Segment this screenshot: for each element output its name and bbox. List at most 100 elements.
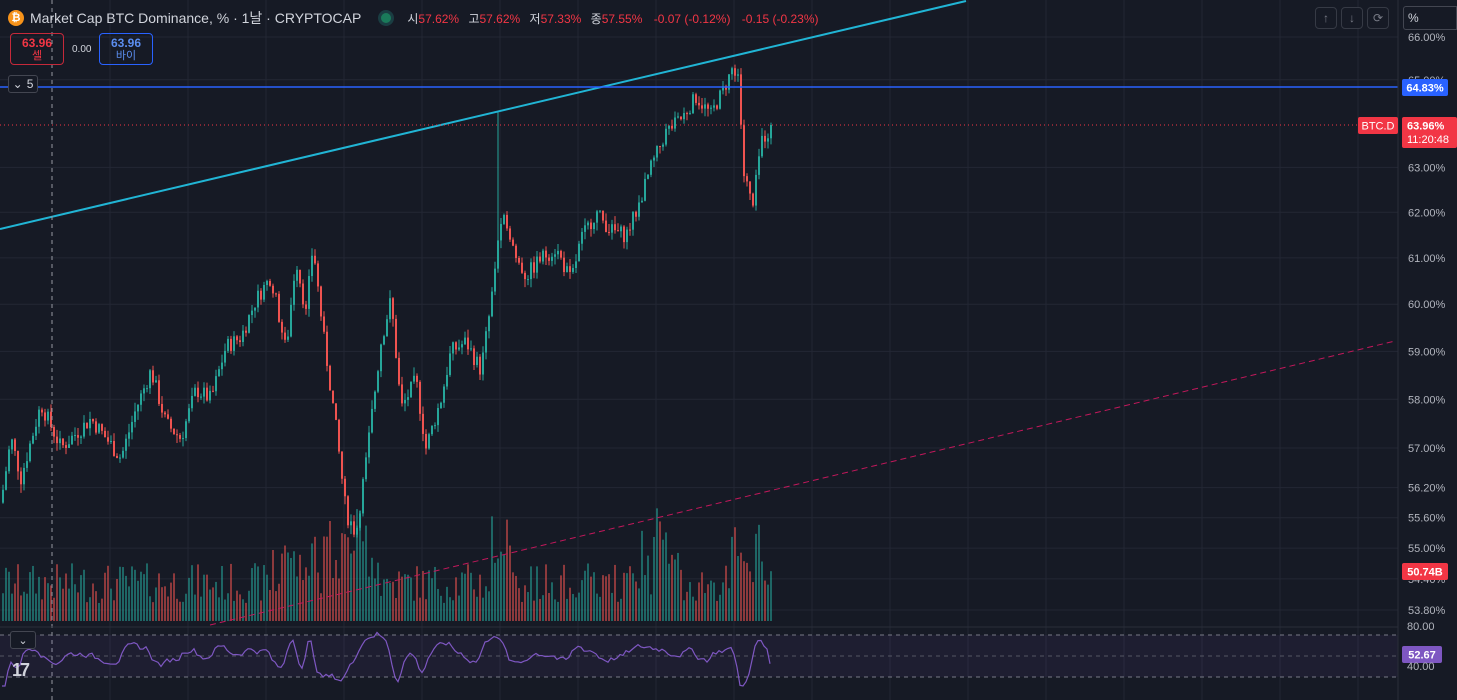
candle-body: [617, 230, 619, 232]
volume-bar: [410, 577, 412, 621]
hline-price-tag: [1402, 79, 1448, 96]
candle-body: [197, 387, 199, 398]
candle-body: [608, 231, 610, 233]
volume-bar: [221, 566, 223, 621]
dashed-support-trendline[interactable]: [209, 340, 1396, 626]
price-tick-label: 53.80%: [1408, 605, 1446, 617]
candle-body: [539, 256, 541, 262]
volume-bar: [41, 599, 43, 621]
candle-body: [578, 243, 580, 262]
candle-body: [8, 449, 10, 472]
volume-bar: [107, 565, 109, 621]
candle-body: [488, 316, 490, 332]
candle-body: [755, 174, 757, 206]
volume-bar: [467, 564, 469, 621]
candle-body: [584, 225, 586, 232]
candle-body: [497, 240, 499, 269]
rsi-collapse-button[interactable]: ⌄: [10, 631, 36, 649]
candle-body: [32, 435, 34, 444]
volume-bar: [86, 602, 88, 621]
volume-bar: [23, 591, 25, 621]
volume-bar: [188, 577, 190, 621]
volume-bar: [287, 552, 289, 621]
candle-body: [746, 176, 748, 182]
price-tick-label: 55.60%: [1408, 513, 1446, 525]
market-status-icon[interactable]: [381, 13, 392, 23]
candle-body: [602, 210, 604, 221]
candle-body: [344, 478, 346, 497]
candle-body: [29, 443, 31, 462]
candle-body: [557, 250, 559, 255]
volume-bar: [8, 571, 10, 621]
indicators-toggle[interactable]: ⌄ 5: [8, 75, 38, 93]
volume-bar: [359, 510, 361, 621]
candle-body: [77, 435, 79, 438]
volume-bar: [2, 593, 4, 621]
candle-body: [128, 432, 130, 439]
volume-bar: [629, 566, 631, 621]
candle-body: [641, 200, 643, 203]
symbol-title[interactable]: Market Cap BTC Dominance, % · 1날 · CRYPT…: [30, 10, 362, 26]
volume-bar: [32, 565, 34, 621]
candle-body: [305, 304, 307, 309]
ascending-trendline[interactable]: [0, 0, 967, 230]
candle-body: [650, 160, 652, 175]
price-axis[interactable]: 66.00%65.00%63.00%62.00%61.00%60.00%59.0…: [1397, 0, 1457, 700]
candle-body: [377, 371, 379, 392]
candle-body: [311, 255, 313, 277]
candle-body: [380, 344, 382, 372]
candle-body: [155, 380, 157, 383]
arrow-up-icon[interactable]: ↑: [1315, 7, 1337, 29]
volume-bar: [461, 572, 463, 621]
volume-bar: [473, 589, 475, 621]
volume-bar: [545, 564, 547, 621]
candle-body: [257, 290, 259, 308]
candle-body: [560, 250, 562, 258]
candle-body: [620, 226, 622, 232]
candle-body: [101, 424, 103, 431]
volume-bar: [122, 567, 124, 621]
volume-bar: [608, 574, 610, 621]
candle-body: [320, 286, 322, 317]
candle-body: [245, 330, 247, 333]
volume-bar: [401, 576, 403, 621]
volume-bar: [203, 574, 205, 621]
volume-bar: [530, 566, 532, 621]
price-tick-label: 66.00%: [1408, 32, 1446, 44]
candle-body: [464, 337, 466, 345]
candle-body: [434, 425, 436, 427]
candle-body: [230, 338, 232, 351]
volume-bar: [632, 573, 634, 621]
volume-bar: [479, 574, 481, 621]
volume-bar: [758, 524, 760, 621]
candle-body: [695, 94, 697, 103]
volume-bar: [518, 588, 520, 621]
candle-body: [587, 222, 589, 226]
volume-bar: [455, 577, 457, 621]
candle-body: [308, 276, 310, 309]
price-tick-label: 57.00%: [1408, 443, 1446, 455]
candle-body: [98, 424, 100, 433]
volume-bar: [278, 583, 280, 621]
sell-button[interactable]: 63.96 셀: [10, 33, 64, 65]
candle-body: [272, 285, 274, 294]
candle-body: [137, 404, 139, 412]
candle-body: [692, 94, 694, 114]
arrow-down-icon[interactable]: ↓: [1341, 7, 1363, 29]
volume-bar: [443, 602, 445, 621]
volume-bar: [716, 600, 718, 621]
price-tick-label: 55.00%: [1408, 543, 1446, 555]
volume-bar: [356, 509, 358, 621]
volume-bar: [752, 582, 754, 621]
volume-bar: [230, 563, 232, 621]
volume-bar: [26, 593, 28, 621]
volume-bar: [29, 572, 31, 621]
buy-button[interactable]: 63.96 바이: [99, 33, 153, 65]
candle-body: [716, 105, 718, 109]
refresh-icon[interactable]: ⟳: [1367, 7, 1389, 29]
candle-body: [227, 338, 229, 351]
volume-bar: [539, 598, 541, 621]
scale-input[interactable]: %: [1403, 6, 1457, 30]
candle-body: [530, 262, 532, 280]
